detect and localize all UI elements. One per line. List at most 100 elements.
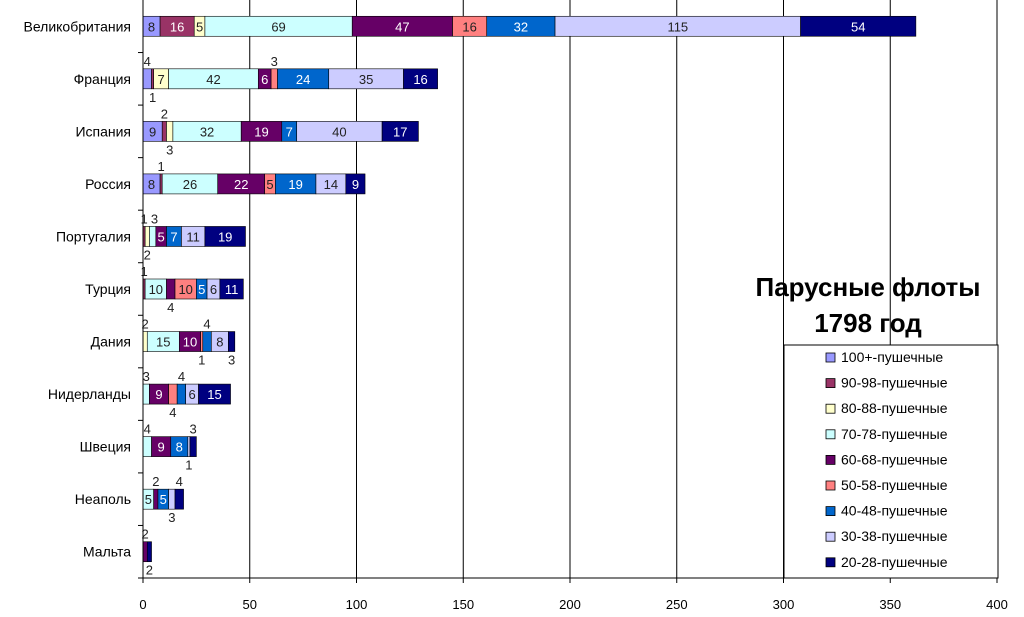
bar-segment bbox=[270, 68, 278, 90]
data-label: 4 bbox=[144, 54, 151, 69]
legend-label: 20-28-пушечные bbox=[841, 554, 948, 570]
category-label: Россия bbox=[85, 176, 131, 192]
data-label: 14 bbox=[324, 177, 338, 192]
data-label: 11 bbox=[186, 229, 200, 244]
data-label: 1 bbox=[185, 458, 192, 473]
data-label: 16 bbox=[462, 19, 476, 34]
legend-swatch bbox=[825, 531, 836, 542]
data-label: 11 bbox=[225, 282, 239, 297]
bar-segment bbox=[198, 383, 231, 405]
category-label: Нидерланды bbox=[48, 386, 131, 402]
bar-segment bbox=[159, 173, 163, 195]
category-label: Франция bbox=[74, 71, 131, 87]
data-label: 4 bbox=[176, 474, 183, 489]
data-label: 2 bbox=[144, 247, 151, 262]
bar-segment bbox=[187, 436, 191, 457]
bar-segment bbox=[200, 331, 204, 352]
bar-segment bbox=[142, 68, 152, 90]
data-label: 17 bbox=[393, 124, 407, 139]
x-tick-label: 150 bbox=[452, 597, 474, 612]
legend: 100+-пушечные 90-98-пушечные 80-88-пушечны… bbox=[783, 344, 999, 579]
data-label: 115 bbox=[667, 19, 688, 34]
bar-segment bbox=[403, 68, 438, 90]
bar-segment bbox=[168, 383, 178, 405]
legend-label: 30-38-пушечные bbox=[841, 528, 948, 544]
bar-segment bbox=[161, 121, 167, 142]
x-tick-label: 100 bbox=[346, 597, 368, 612]
data-label: 1 bbox=[149, 90, 156, 105]
bar-segment bbox=[800, 15, 917, 37]
bar-segment bbox=[166, 278, 176, 300]
bar-segment bbox=[381, 121, 419, 142]
legend-label: 40-48-пушечные bbox=[841, 503, 948, 519]
bar-segment bbox=[168, 488, 176, 510]
bar-segment bbox=[151, 68, 154, 90]
legend-swatch bbox=[825, 506, 836, 517]
bar-segment bbox=[142, 541, 148, 563]
bar-segment bbox=[144, 226, 150, 247]
data-label: 9 bbox=[158, 440, 165, 455]
x-tick-label: 350 bbox=[879, 597, 901, 612]
data-label: 32 bbox=[200, 124, 214, 139]
data-label: 19 bbox=[288, 177, 302, 192]
data-label: 15 bbox=[156, 335, 170, 350]
legend-swatch bbox=[825, 429, 836, 440]
data-label: 1 bbox=[140, 264, 147, 279]
category-label: Испания bbox=[75, 123, 131, 139]
data-label: 16 bbox=[413, 72, 427, 87]
data-label: 4 bbox=[178, 369, 185, 384]
data-label: 35 bbox=[359, 72, 373, 87]
data-label: 26 bbox=[183, 177, 197, 192]
category-label: Португалия bbox=[56, 228, 131, 244]
data-label: 24 bbox=[296, 72, 310, 87]
data-label: 1 bbox=[158, 159, 165, 174]
data-label: 8 bbox=[148, 19, 155, 34]
data-label: 7 bbox=[158, 72, 165, 87]
bar-segment bbox=[345, 173, 366, 195]
data-label: 3 bbox=[228, 353, 235, 368]
category-label: Дания bbox=[91, 334, 131, 350]
data-label: 1 bbox=[198, 353, 205, 368]
data-label: 5 bbox=[158, 229, 165, 244]
legend-label: 90-98-пушечные bbox=[841, 375, 948, 391]
x-tick-label: 200 bbox=[559, 597, 581, 612]
chart-subtitle: 1798 год bbox=[814, 308, 922, 338]
data-label: 2 bbox=[152, 474, 159, 489]
data-label: 3 bbox=[166, 142, 173, 157]
data-label: 5 bbox=[198, 282, 205, 297]
legend-label: 60-68-пушечные bbox=[841, 451, 948, 467]
data-label: 3 bbox=[151, 211, 158, 226]
legend-swatch bbox=[825, 454, 836, 465]
legend-label: 50-58-пушечные bbox=[841, 477, 948, 493]
gridlines bbox=[249, 0, 998, 578]
data-label: 10 bbox=[183, 335, 197, 350]
legend-box bbox=[783, 344, 999, 579]
data-label: 3 bbox=[143, 369, 150, 384]
legend-label: 100+-пушечные bbox=[841, 349, 943, 365]
bar-segment bbox=[142, 436, 152, 457]
legend-swatch bbox=[825, 480, 836, 491]
category-label: Неаполь bbox=[75, 491, 131, 507]
x-tick-label: 50 bbox=[243, 597, 257, 612]
data-label: 42 bbox=[206, 72, 220, 87]
data-label: 9 bbox=[155, 387, 162, 402]
data-label: 3 bbox=[168, 510, 175, 525]
legend-swatch bbox=[825, 557, 836, 568]
data-label: 4 bbox=[167, 300, 174, 315]
data-label: 2 bbox=[142, 527, 149, 542]
bar-segment bbox=[189, 436, 197, 457]
data-label: 3 bbox=[271, 54, 278, 69]
data-label: 2 bbox=[142, 317, 149, 332]
bar-segment bbox=[153, 488, 159, 510]
data-label: 9 bbox=[352, 177, 359, 192]
legend-swatch bbox=[825, 403, 836, 414]
data-label: 69 bbox=[271, 19, 285, 34]
bar-segment bbox=[176, 383, 187, 405]
bar-segment bbox=[228, 331, 236, 352]
data-label: 10 bbox=[178, 282, 192, 297]
bar-segment bbox=[142, 383, 150, 405]
bar-segment bbox=[146, 541, 152, 563]
data-label: 10 bbox=[149, 282, 163, 297]
data-label: 8 bbox=[216, 335, 223, 350]
